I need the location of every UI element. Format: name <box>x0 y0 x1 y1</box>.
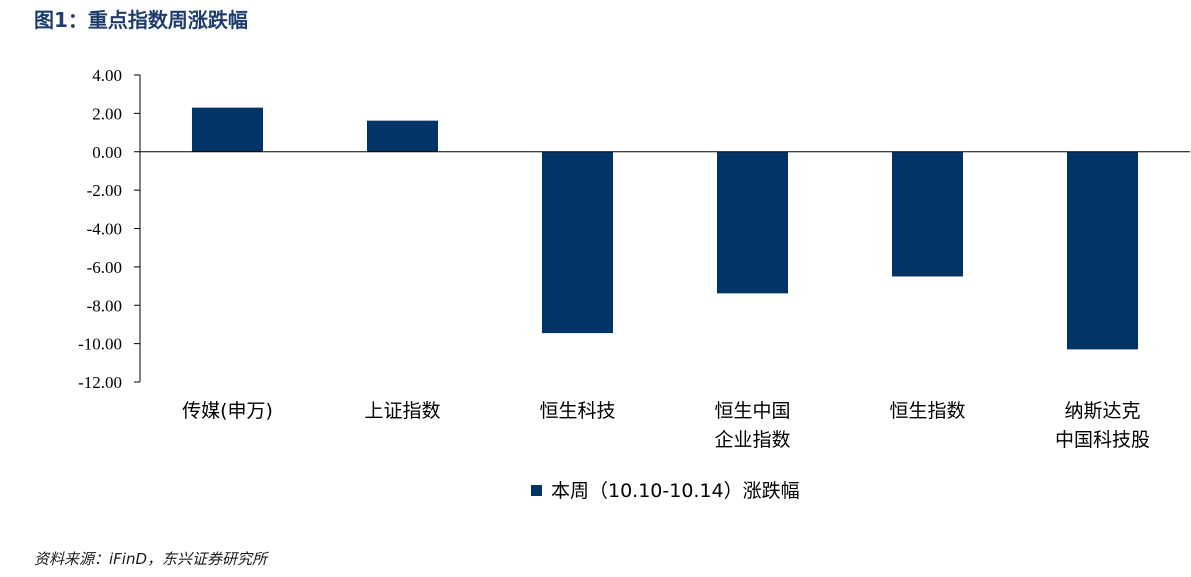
y-tick-label: -10.00 <box>78 335 122 354</box>
category-label: 中国科技股 <box>1055 429 1150 451</box>
category-label: 传媒(申万) <box>182 400 273 422</box>
y-tick-label: -6.00 <box>87 258 122 277</box>
legend-swatch <box>531 485 542 496</box>
bar <box>892 151 963 277</box>
source-note: 资料来源：iFinD，东兴证券研究所 <box>34 550 268 568</box>
bars <box>192 107 1138 350</box>
bar <box>542 151 613 334</box>
category-label: 恒生科技 <box>539 400 615 422</box>
category-label: 恒生中国 <box>714 400 790 422</box>
bar <box>717 151 788 294</box>
bar <box>367 120 438 152</box>
y-tick-label: -8.00 <box>87 296 122 315</box>
category-label: 上证指数 <box>364 400 440 422</box>
y-tick-label: -12.00 <box>78 373 122 392</box>
y-tick-label: 0.00 <box>92 143 122 162</box>
legend: 本周（10.10-10.14）涨跌幅 <box>531 480 800 502</box>
bar <box>192 107 263 152</box>
y-axis: 4.00 2.00 0.00 -2.00 -4.00 -6.00 -8.00 -10.00 -1… <box>78 66 141 392</box>
category-label: 企业指数 <box>714 429 790 451</box>
y-tick-label: -2.00 <box>87 181 122 200</box>
legend-label: 本周（10.10-10.14）涨跌幅 <box>551 480 800 502</box>
figure-title: 图1：重点指数周涨跌幅 <box>34 8 248 32</box>
y-tick-label: 4.00 <box>92 66 122 85</box>
category-label: 恒生指数 <box>889 400 965 422</box>
bar <box>1067 151 1138 350</box>
y-tick-label: 2.00 <box>92 104 122 123</box>
y-tick-label: -4.00 <box>87 220 122 239</box>
category-label: 纳斯达克 <box>1064 400 1140 422</box>
